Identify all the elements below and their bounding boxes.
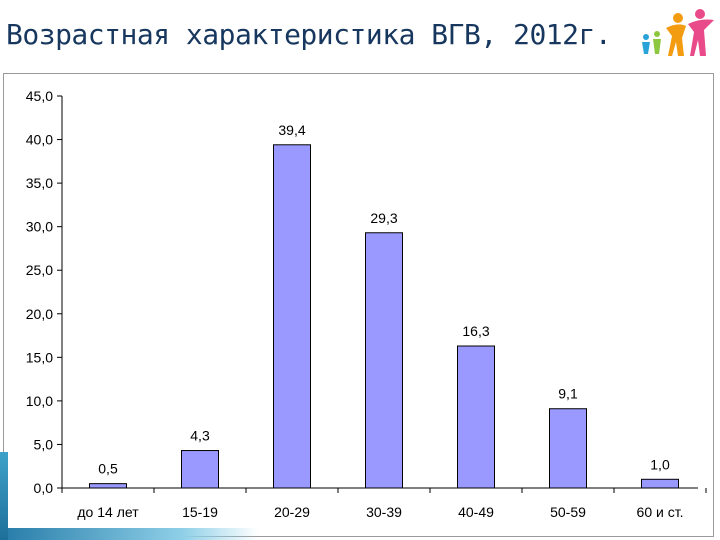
y-tick-label: 0,0 [34,480,54,496]
x-tick-label: 20-29 [274,504,310,520]
bar [641,478,679,489]
y-tick-label: 30,0 [26,219,53,235]
y-tick-label: 45,0 [26,88,53,104]
bar-chart: 0,0 5,0 10,0 15,0 20,0 25,0 30,0 35,0 40,0 45,0 0… [26,88,707,520]
data-label: 39,4 [278,122,305,138]
x-tick-label: 60 и ст. [637,504,684,520]
x-tick-label: 40-49 [458,504,494,520]
y-tick-label: 5,0 [34,436,54,452]
bar [273,144,311,489]
x-tick-label: 15-19 [182,504,218,520]
y-axis: 0,0 5,0 10,0 15,0 20,0 25,0 30,0 35,0 40,0 45,0 [26,88,63,496]
x-tick-label: до 14 лет [77,504,139,520]
chart-frame: 0,0 5,0 10,0 15,0 20,0 25,0 30,0 35,0 40,0 45,0 0… [3,73,714,537]
bar [365,232,403,489]
data-label: 16,3 [462,323,489,339]
bar [89,483,127,489]
data-label: 29,3 [370,210,397,226]
data-label: 4,3 [190,428,210,444]
data-label: 0,5 [98,461,118,477]
x-axis: до 14 лет 15-19 20-29 30-39 40-49 50-59 60 и с… [61,487,707,520]
y-tick-label: 25,0 [26,262,53,278]
bar [549,408,587,489]
slide-decoration-bottom [8,528,258,540]
bar [181,450,219,489]
y-tick-label: 35,0 [26,175,53,191]
data-label: 1,0 [650,456,670,472]
y-tick-label: 15,0 [26,349,53,365]
slide-title: Возрастная характеристика ВГВ, 2012г. [6,18,612,51]
x-tick-label: 50-59 [550,504,586,520]
people-figures-icon [642,9,714,56]
x-tick-label: 30-39 [366,504,402,520]
data-label: 9,1 [558,386,578,402]
slide-decoration-left [0,452,8,540]
bar [457,345,495,489]
y-tick-label: 10,0 [26,393,53,409]
y-tick-label: 40,0 [26,132,53,148]
bars: 0,5 4,3 39,4 29,3 16,3 9,1 1,0 [89,122,679,489]
y-tick-label: 20,0 [26,306,53,322]
